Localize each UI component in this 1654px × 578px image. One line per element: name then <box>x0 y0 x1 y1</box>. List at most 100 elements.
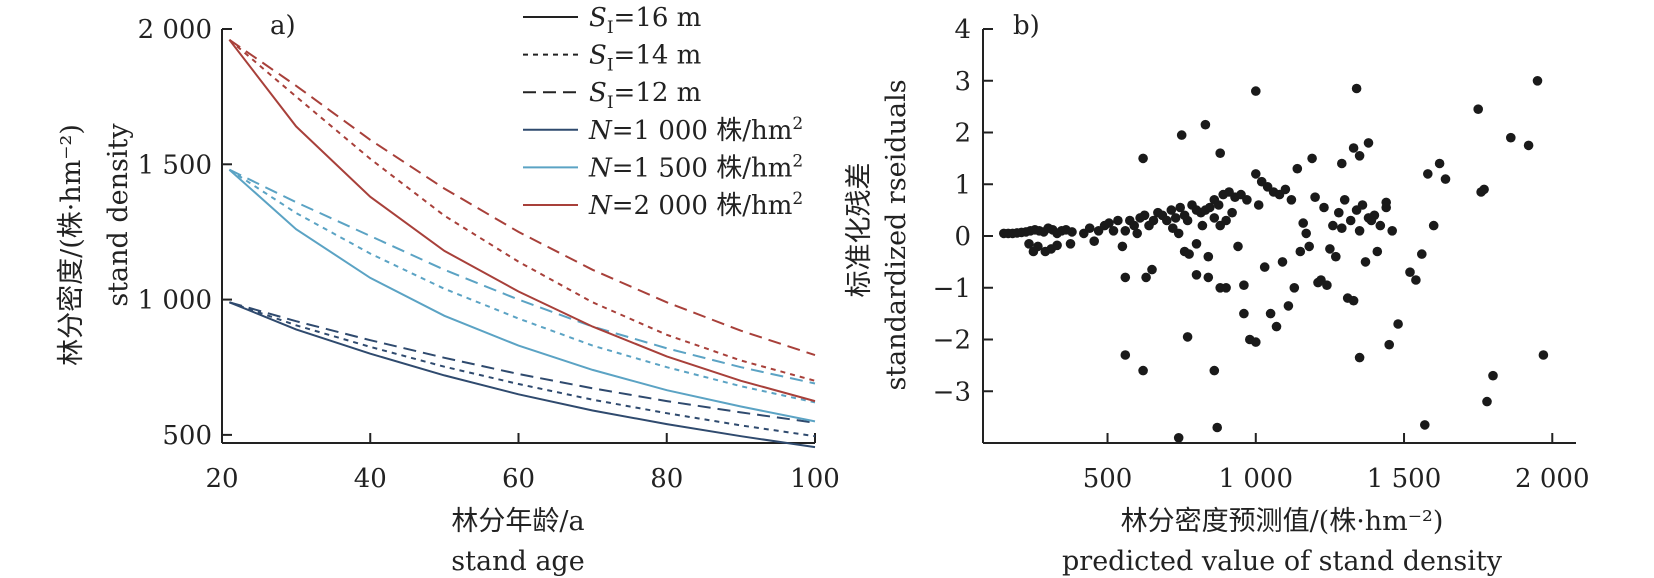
series-line-7 <box>228 39 816 382</box>
scatter-point <box>1203 251 1214 262</box>
scatter-point <box>1322 280 1332 291</box>
scatter-point <box>1191 239 1202 249</box>
legend-label: SI=12 m <box>589 78 701 113</box>
scatter-point <box>1191 270 1202 280</box>
scatter-point <box>1506 132 1516 143</box>
scatter-point <box>1387 226 1397 236</box>
scatter-point <box>1205 202 1215 213</box>
scatter-point <box>1215 283 1225 293</box>
series-line-0 <box>229 301 816 449</box>
panel-b-ytick-label: 0 <box>954 222 971 252</box>
scatter-point <box>1067 227 1077 237</box>
scatter-point <box>1307 153 1317 164</box>
panel-b-xtick-label: 1 000 <box>1219 464 1293 494</box>
scatter-point <box>1304 241 1314 252</box>
panel-b-ytick-label: −3 <box>933 377 971 407</box>
scatter-point <box>1173 228 1184 239</box>
scatter-point <box>1265 308 1276 319</box>
scatter-point <box>1120 350 1131 360</box>
series-line-6 <box>228 39 816 403</box>
scatter-point <box>1170 213 1181 223</box>
scatter-point <box>1175 202 1185 213</box>
scatter-point <box>1251 169 1261 179</box>
legend-entry-3: N=1 000 株/hm2 <box>523 114 803 146</box>
scatter-point <box>1295 246 1306 257</box>
panel-a-xtick-label: 20 <box>205 464 238 494</box>
scatter-point <box>1488 370 1498 381</box>
legend-entry-4: N=1 500 株/hm2 <box>523 151 803 183</box>
scatter-point <box>1434 158 1445 169</box>
legend-label: SI=14 m <box>589 41 701 76</box>
scatter-point <box>1212 422 1222 433</box>
panel-b-ytick-label: −1 <box>933 274 971 304</box>
scatter-point <box>1360 257 1371 267</box>
scatter-point <box>1363 138 1374 148</box>
panel-a-legend: SI=16 mSI=14 mSI=12 mN=1 000 株/hm2 N=1 50… <box>523 3 803 221</box>
panel-b-ylabel-en: standardized rseiduals <box>881 79 912 390</box>
scatter-point <box>1345 215 1356 226</box>
scatter-point <box>1184 249 1194 259</box>
scatter-point <box>1337 158 1347 169</box>
scatter-point <box>1354 151 1365 161</box>
scatter-point <box>1538 350 1549 360</box>
panel-b-xtick-label: 1 500 <box>1367 464 1441 494</box>
panel-a-ytick-label: 1 000 <box>138 286 212 316</box>
scatter-point <box>1283 301 1294 311</box>
legend-label: N=2 000 株/hm2 <box>588 189 803 221</box>
scatter-point <box>1310 192 1320 202</box>
scatter-point <box>1405 267 1415 278</box>
scatter-point <box>1523 140 1534 151</box>
scatter-point <box>1440 174 1451 184</box>
panel-b-ytick-label: 4 <box>954 15 971 45</box>
scatter-point <box>1108 226 1119 236</box>
scatter-point <box>1357 200 1368 210</box>
scatter-point <box>1251 86 1261 96</box>
legend-label: N=1 000 株/hm2 <box>588 114 803 146</box>
scatter-point <box>1139 210 1150 221</box>
scatter-point <box>1209 213 1220 223</box>
scatter-point <box>1213 200 1224 210</box>
scatter-point <box>1366 215 1377 226</box>
scatter-point <box>1479 184 1489 195</box>
scatter-point <box>1280 184 1291 195</box>
scatter-point <box>1132 228 1142 239</box>
panel-b-ytick-label: −2 <box>933 326 971 356</box>
panel-a: 20 40 60 80 100 500 1 000 1 500 2 000 a) 林分年龄/a… <box>56 3 840 577</box>
scatter-point <box>1209 365 1220 376</box>
scatter-point <box>1253 200 1264 210</box>
legend-entry-2: SI=12 m <box>523 78 701 113</box>
scatter-point <box>1120 272 1131 283</box>
scatter-point <box>1113 215 1123 226</box>
scatter-point <box>1334 207 1344 218</box>
legend-entry-0: SI=16 m <box>523 3 701 38</box>
scatter-point <box>1420 420 1430 430</box>
scatter-point <box>1292 163 1303 174</box>
scatter-point <box>1162 215 1172 226</box>
scatter-point <box>1239 280 1249 291</box>
scatter-point <box>1339 195 1350 205</box>
scatter-point <box>1065 239 1076 249</box>
scatter-point <box>1089 236 1099 246</box>
panel-a-ytick-label: 2 000 <box>138 15 212 45</box>
scatter-point <box>1298 218 1308 228</box>
legend-label: SI=16 m <box>589 3 701 38</box>
scatter-point <box>1182 332 1193 342</box>
scatter-point <box>1215 148 1225 158</box>
scatter-point <box>1148 215 1159 226</box>
scatter-point <box>1147 264 1157 275</box>
scatter-point <box>1354 352 1365 363</box>
scatter-point <box>1384 339 1394 350</box>
scatter-point <box>1331 251 1341 262</box>
scatter-point <box>1251 337 1261 347</box>
scatter-point <box>1141 272 1151 283</box>
scatter-point <box>1166 205 1177 215</box>
panel-b-xlabel-en: predicted value of stand density <box>1062 546 1503 577</box>
scatter-point <box>1325 244 1335 254</box>
series-line-1 <box>229 301 816 438</box>
scatter-point <box>1227 207 1237 218</box>
scatter-point <box>1411 275 1421 285</box>
panel-a-ylabel-cn: 林分密度/(株·hm⁻²) <box>56 124 87 366</box>
scatter-point <box>1348 295 1359 306</box>
scatter-point <box>1381 197 1391 208</box>
